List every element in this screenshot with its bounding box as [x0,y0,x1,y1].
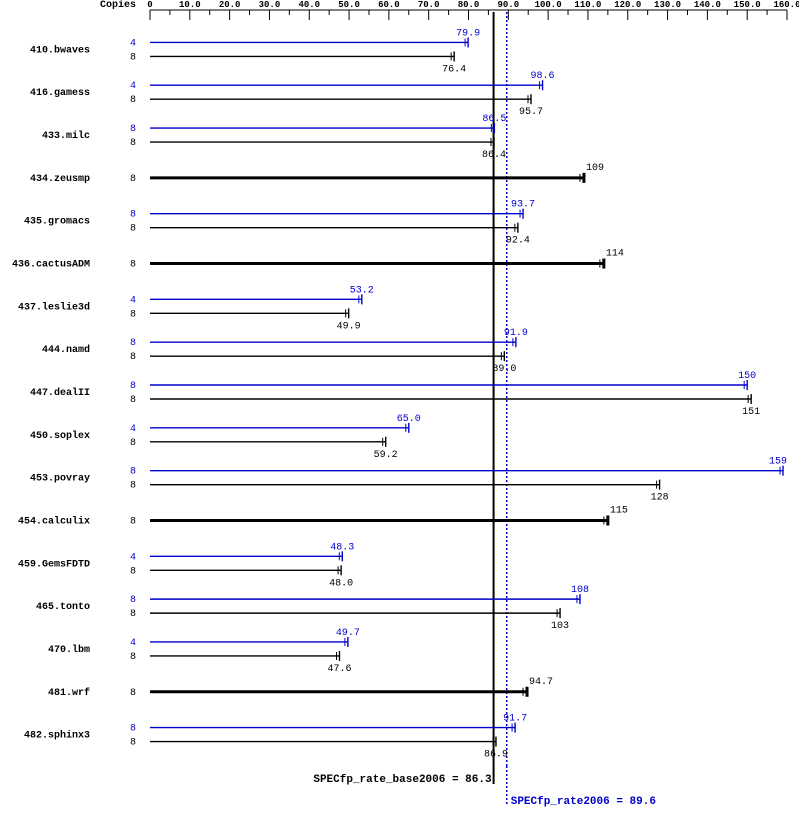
benchmark-label: 444.namd [42,344,90,356]
copies-value-base: 8 [130,309,136,320]
copies-value-base: 8 [130,95,136,106]
value-label-base: 128 [651,493,669,504]
benchmark-label: 436.cactusADM [12,260,90,271]
value-label-peak: 53.2 [350,285,374,296]
copies-value-base: 8 [130,738,136,749]
benchmark-label: 450.soplex [30,430,90,442]
benchmark-label: 453.povray [30,474,90,485]
copies-value-peak: 8 [130,595,136,606]
value-label-base: 103 [551,621,569,632]
value-label-peak: 49.7 [336,628,360,639]
copies-value-peak: 8 [130,381,136,392]
copies-value-peak: 8 [130,724,136,735]
benchmark-label: 410.bwaves [30,44,90,56]
copies-value-peak: 8 [130,210,136,221]
value-label-base: 76.4 [442,64,466,75]
value-label-identical: 115 [610,505,628,516]
copies-value-peak: 8 [130,338,136,349]
copies-header: Copies [100,0,136,11]
copies-value-peak: 8 [130,467,136,478]
benchmark-label: 454.calculix [18,515,90,527]
benchmark-label: 434.zeusmp [30,174,90,185]
x-axis-tick-label: 0 [147,0,152,10]
x-axis-tick-label: 30.0 [259,0,281,10]
copies-value-base: 8 [130,224,136,235]
benchmark-label: 482.sphinx3 [24,730,90,742]
copies-value-peak: 8 [130,124,136,135]
x-axis-tick-label: 80.0 [458,0,480,10]
x-axis-tick-label: 20.0 [219,0,241,10]
x-axis-tick-label: 100.0 [535,0,562,10]
copies-value-base: 8 [130,438,136,449]
value-label-peak: 91.7 [503,714,527,725]
value-label-base: 59.2 [374,450,398,461]
copies-value-base: 8 [130,395,136,406]
benchmark-label: 470.lbm [48,644,90,656]
value-label-peak: 93.7 [511,200,535,211]
copies-value: 8 [130,688,136,699]
copies-value-peak: 4 [130,638,136,649]
benchmark-label: 435.gromacs [24,217,90,228]
spec-benchmark-chart: 0 10.0 20.0 30.0 40.0 50.0 60.0 70.0 80.0 90.0 100… [0,0,799,831]
value-label-base: 49.9 [337,321,361,332]
benchmark-label: 437.leslie3d [18,301,90,313]
copies-value-peak: 4 [130,424,136,435]
value-label-identical: 114 [606,249,624,260]
copies-value: 8 [130,174,136,185]
value-label-base: 86.4 [482,150,506,161]
copies-value-base: 8 [130,609,136,620]
x-axis-tick-label: 70.0 [418,0,440,10]
value-label-peak: 48.3 [330,542,354,553]
x-axis-tick-label: 160.0 [773,0,799,10]
x-axis-tick-label: 10.0 [179,0,201,10]
value-label-peak: 86.5 [482,114,506,125]
value-label-base: 95.7 [519,107,543,118]
copies-value-base: 8 [130,138,136,149]
value-label-identical: 109 [586,163,604,174]
copies-value-base: 8 [130,52,136,63]
summary-base-label: SPECfp_rate_base2006 = 86.3 [313,774,492,786]
benchmark-label: 447.dealII [30,387,90,399]
value-label-peak: 65.0 [397,414,421,425]
value-label-peak: 91.9 [504,328,528,339]
benchmark-label: 416.gamess [30,88,90,99]
copies-value: 8 [130,516,136,527]
copies-value-base: 8 [130,652,136,663]
copies-value-peak: 4 [130,552,136,563]
benchmark-label: 459.GemsFDTD [18,559,90,570]
x-axis-tick-label: 150.0 [734,0,761,10]
value-label-base: 86.9 [484,750,508,761]
value-label-base: 92.4 [506,236,530,247]
value-label-base: 151 [742,407,760,418]
benchmark-label: 465.tonto [36,602,90,613]
copies-value-peak: 4 [130,38,136,49]
copies-value-base: 8 [130,481,136,492]
x-axis-tick-label: 110.0 [574,0,601,10]
x-axis-tick-label: 40.0 [298,0,320,10]
value-label-base: 89.0 [492,364,516,375]
value-label-base: 47.6 [327,664,351,675]
copies-value-peak: 4 [130,295,136,306]
x-axis-tick-label: 90.0 [498,0,520,10]
value-label-base: 48.0 [329,578,353,589]
value-label-peak: 98.6 [531,71,555,82]
summary-peak-label: SPECfp_rate2006 = 89.6 [511,796,656,808]
value-label-peak: 79.9 [456,28,480,39]
x-axis-tick-label: 60.0 [378,0,400,10]
x-axis-tick-label: 130.0 [654,0,681,10]
value-label-peak: 159 [769,457,787,468]
copies-value: 8 [130,260,136,271]
x-axis-tick-label: 120.0 [614,0,641,10]
benchmark-label: 481.wrf [48,687,90,699]
benchmark-label: 433.milc [42,130,90,142]
value-label-peak: 150 [738,371,756,382]
value-label-peak: 108 [571,585,589,596]
copies-value-base: 8 [130,352,136,363]
copies-value-peak: 4 [130,81,136,92]
copies-value-base: 8 [130,566,136,577]
x-axis-tick-label: 50.0 [338,0,360,10]
value-label-identical: 94.7 [529,677,553,688]
x-axis-tick-label: 140.0 [694,0,721,10]
